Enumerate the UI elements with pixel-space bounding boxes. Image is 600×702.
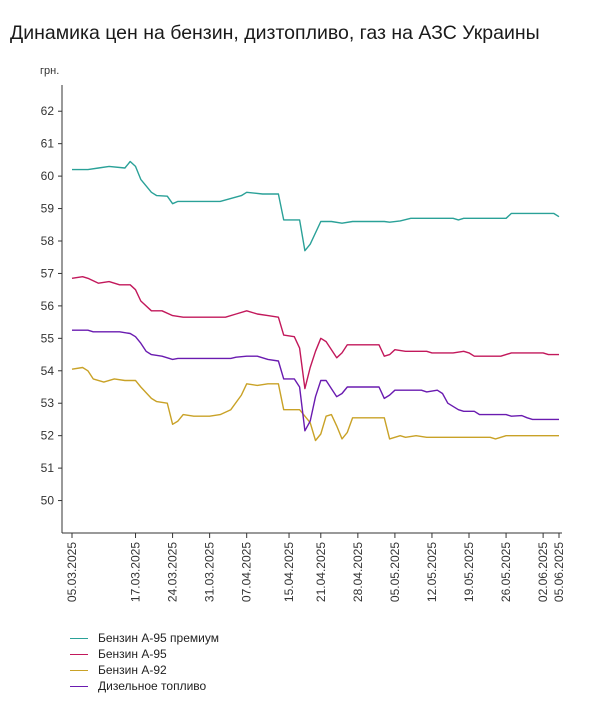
x-tick-label: 28.04.2025 [351,542,365,602]
y-tick-label: 57 [41,266,55,280]
series-line-1 [72,160,560,252]
legend-swatch [70,653,88,655]
x-tick-label: 21.04.2025 [314,542,328,602]
legend-swatch [70,685,88,687]
y-tick-label: 55 [41,331,55,345]
x-tick-label: 12.05.2025 [425,542,439,602]
legend-label: Бензин А-95 [98,647,167,661]
x-tick-label: 05.06.2025 [552,542,566,602]
y-tick-label: 61 [41,137,55,151]
x-tick-label: 24.03.2025 [166,542,180,602]
x-tick-label: 26.05.2025 [499,542,513,602]
x-tick-label: 02.06.2025 [536,542,550,602]
legend-item-1: Бензин А-95 премиум [70,630,219,646]
y-tick-label: 52 [41,429,55,443]
y-tick-label: 62 [41,104,55,118]
y-axis-label: грн. [40,65,59,77]
y-tick-label: 53 [41,396,55,410]
x-tick-label: 31.03.2025 [203,542,217,602]
chart-legend: Бензин А-95 премиум Бензин А-95 Бензин А-9… [70,630,219,694]
x-tick-label: 05.05.2025 [388,542,402,602]
x-tick-label: 17.03.2025 [129,542,143,602]
y-tick-label: 56 [41,299,55,313]
legend-swatch [70,637,88,639]
x-tick-label: 05.03.2025 [65,542,79,602]
x-tick-label: 07.04.2025 [240,542,254,602]
y-tick-label: 54 [41,364,55,378]
y-tick-label: 60 [41,169,55,183]
y-tick-label: 50 [41,494,55,508]
x-tick-label: 15.04.2025 [282,542,296,602]
legend-item-2: Бензин А-95 [70,646,219,662]
legend-item-4: Дизельное топливо [70,678,219,694]
y-tick-label: 51 [41,461,55,475]
legend-label: Бензин А-95 премиум [98,631,219,645]
y-tick-label: 59 [41,202,55,216]
legend-swatch [70,669,88,671]
series-line-4 [72,329,559,432]
price-line-chart: грн. 50 51 52 53 54 55 56 57 58 59 60 61 62 05.03.2025… [40,65,566,602]
legend-label: Бензин А-92 [98,663,167,677]
legend-item-3: Бензин А-92 [70,662,219,678]
y-tick-label: 58 [41,234,55,248]
series-line-2 [71,276,559,390]
series-line-3 [71,366,559,442]
chart-title: Динамика цен на бензин, дизтопливо, газ … [10,22,540,44]
x-tick-label: 19.05.2025 [462,542,476,602]
legend-label: Дизельное топливо [98,679,207,693]
